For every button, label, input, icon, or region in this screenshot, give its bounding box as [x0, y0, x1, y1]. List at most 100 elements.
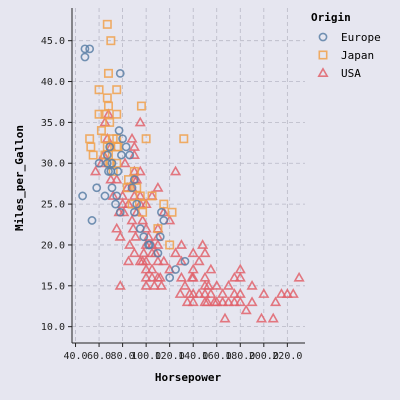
data-point-usa — [127, 222, 139, 233]
data-point-japan — [147, 191, 157, 201]
data-point-japan — [85, 134, 95, 144]
data-point-usa — [140, 263, 152, 274]
data-point-usa — [124, 239, 136, 249]
y-tick-label: 25.0 — [41, 200, 65, 211]
data-point-europe — [113, 167, 123, 176]
data-point-japan — [179, 134, 189, 144]
data-point-usa — [128, 149, 140, 160]
data-point-usa — [199, 271, 211, 282]
y-axis-title: Miles_per_Gallon — [13, 125, 26, 231]
data-point-usa — [179, 279, 191, 290]
data-point-usa — [122, 255, 135, 266]
data-point-europe — [127, 183, 137, 193]
data-point-usa — [234, 271, 246, 282]
data-point-europe — [180, 256, 190, 266]
data-point-japan — [88, 150, 98, 160]
data-point-usa — [114, 279, 126, 290]
data-point-usa — [205, 288, 217, 298]
data-point-usa — [201, 296, 213, 307]
data-point-europe — [92, 183, 102, 193]
data-point-usa — [287, 288, 299, 298]
legend-label-japan: Japan — [341, 49, 374, 62]
data-point-usa — [181, 296, 193, 307]
data-points — [78, 19, 305, 323]
data-point-japan — [112, 158, 122, 168]
data-point-europe — [153, 248, 163, 258]
data-point-usa — [155, 279, 168, 290]
data-point-europe — [94, 158, 104, 168]
data-point-usa — [197, 239, 209, 249]
data-point-japan — [129, 166, 139, 176]
data-point-usa — [228, 288, 240, 298]
data-point-usa — [234, 288, 246, 298]
data-point-japan — [123, 175, 133, 185]
data-point-europe — [115, 68, 125, 78]
data-point-europe — [100, 191, 110, 201]
data-point-usa — [148, 279, 160, 290]
data-point-europe — [112, 191, 122, 201]
y-axis-ticks: 10.0 15.0 20.0 25.0 30.0 35.0 40.0 45.0 — [41, 36, 72, 333]
x-tick-label: 140.0 — [178, 351, 208, 362]
data-point-usa — [140, 279, 152, 290]
data-point-usa — [228, 296, 240, 307]
data-point-usa — [222, 296, 235, 307]
data-point-europe — [145, 240, 155, 250]
data-point-japan — [103, 101, 113, 111]
data-point-usa — [270, 296, 282, 307]
data-point-europe — [139, 232, 149, 242]
axes — [71, 8, 305, 344]
data-point-usa — [114, 230, 126, 241]
data-point-usa — [205, 263, 217, 274]
data-point-usa — [228, 271, 240, 282]
x-tick-label: 60.0 — [87, 351, 111, 362]
legend-marker-europe — [318, 32, 328, 42]
data-point-usa — [152, 255, 164, 266]
y-tick-label: 30.0 — [41, 159, 65, 170]
data-point-usa — [255, 312, 268, 323]
x-axis-ticks: 40.0 60.0 80.0100.0120.0140.0160.0180.0200… — [63, 343, 302, 362]
data-point-usa — [267, 312, 279, 323]
data-point-usa — [146, 263, 158, 274]
data-point-japan — [167, 207, 177, 217]
data-point-usa — [258, 288, 270, 298]
data-point-europe — [102, 158, 112, 168]
x-tick-label: 200.0 — [249, 351, 279, 362]
data-point-europe — [118, 134, 128, 144]
data-point-usa — [193, 288, 205, 298]
data-point-usa — [217, 288, 229, 298]
data-point-japan — [86, 142, 96, 152]
data-point-usa — [222, 279, 235, 290]
data-point-europe — [107, 158, 117, 168]
data-point-europe — [87, 216, 97, 225]
legend-title: Origin — [311, 11, 351, 24]
data-point-japan — [103, 68, 113, 78]
data-point-europe — [105, 142, 115, 152]
y-tick-label: 20.0 — [41, 240, 65, 251]
data-point-japan — [138, 207, 148, 217]
data-point-europe — [155, 232, 165, 242]
x-tick-label: 180.0 — [225, 351, 255, 362]
data-point-japan — [159, 199, 169, 209]
data-point-usa — [246, 279, 258, 290]
data-point-europe — [165, 273, 175, 283]
data-point-usa — [202, 279, 215, 290]
data-point-europe — [111, 199, 120, 209]
data-point-europe — [171, 265, 180, 274]
x-axis-title: Horsepower — [155, 371, 222, 384]
data-point-japan — [136, 101, 146, 111]
data-point-usa — [211, 279, 223, 290]
data-point-japan — [94, 109, 104, 119]
data-point-usa — [275, 288, 288, 298]
data-point-japan — [141, 134, 151, 144]
data-point-japan — [102, 93, 112, 103]
legend-marker-usa — [317, 67, 329, 77]
data-point-usa — [142, 230, 155, 241]
data-point-usa — [234, 296, 246, 307]
data-point-europe — [85, 44, 95, 54]
x-tick-label: 80.0 — [111, 351, 135, 362]
y-tick-label: 15.0 — [41, 281, 65, 292]
data-point-usa — [111, 173, 123, 184]
data-point-usa — [169, 165, 182, 176]
legend-marker-japan — [318, 50, 328, 60]
